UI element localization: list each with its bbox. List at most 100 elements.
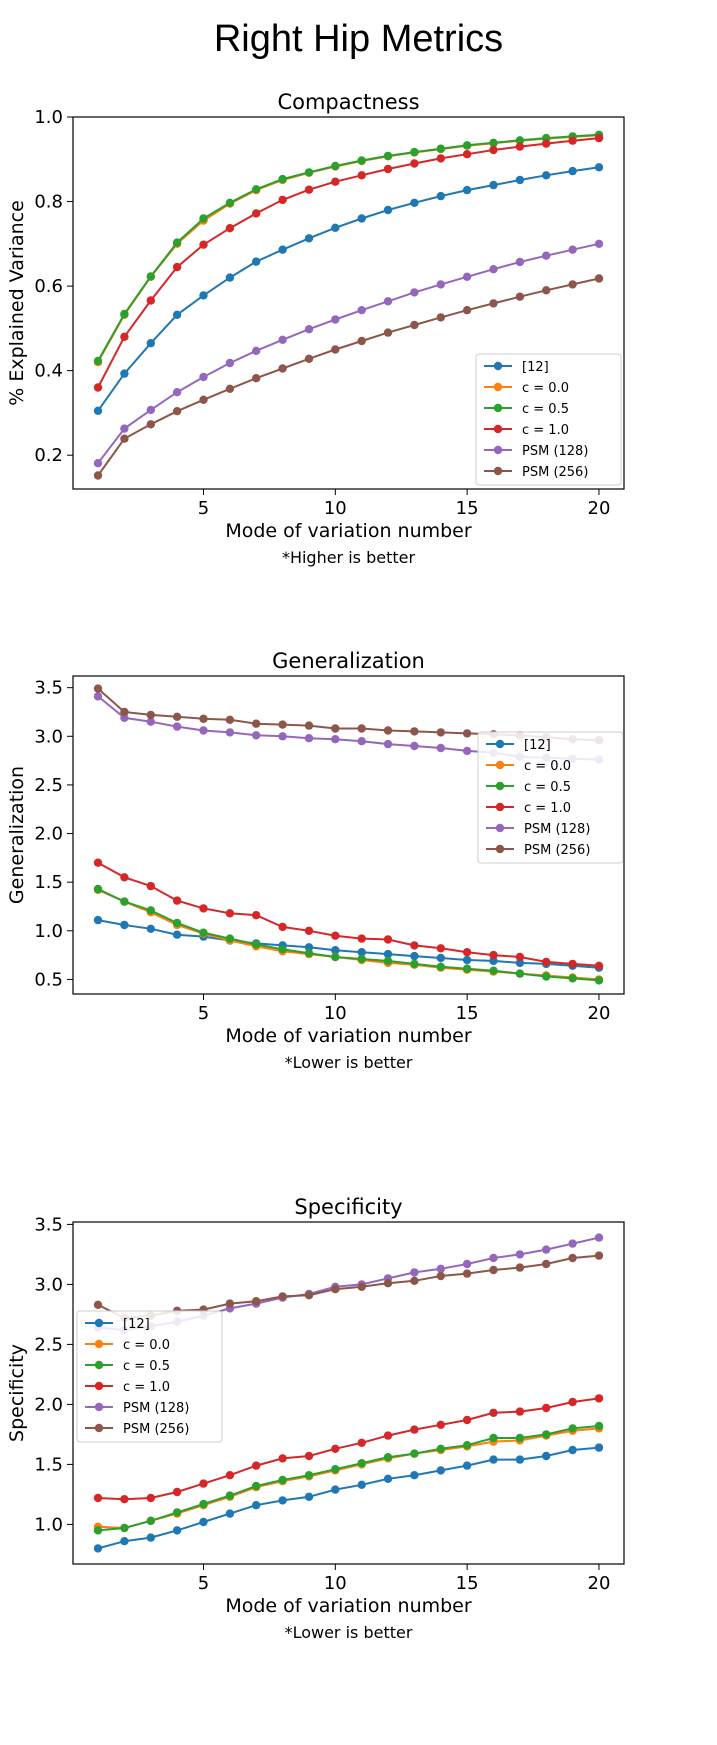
legend-marker [493,466,503,476]
data-point [93,383,103,392]
data-point [594,961,604,970]
data-point [489,966,498,975]
legend-marker [495,802,505,812]
data-point [462,955,472,965]
data-point [304,926,314,935]
data-point [120,707,129,717]
y-axis-label: % Explained Variance [6,200,28,406]
legend-item-psm-256: PSM (256) [85,1422,189,1437]
data-point [331,161,340,171]
data-point [568,974,577,983]
data-point [410,1276,419,1285]
data-point [462,964,472,973]
legend-item-psm-128: PSM (128) [85,1401,189,1416]
data-point [410,198,419,207]
plot-frame [72,675,625,995]
y-tick-label: 1.0 [34,1514,63,1535]
data-point [304,1451,314,1461]
data-point [410,1425,419,1434]
data-point [93,692,103,701]
series-12 [93,1443,604,1553]
legend-label: [12] [524,738,551,753]
legend-item-psm-256: PSM (256) [486,843,590,858]
data-point [93,356,103,366]
data-point [436,962,445,971]
data-point [120,309,129,319]
data-point [383,1474,393,1483]
series-line [97,137,600,388]
data-point [383,1431,393,1440]
y-tick-label: 0.6 [34,276,63,297]
data-point [542,1245,551,1254]
data-point [93,915,103,925]
data-point [594,163,604,172]
data-point [410,959,419,969]
data-point [515,136,525,145]
data-point [225,1491,235,1500]
series-line [97,1254,600,1320]
legend-label: PSM (128) [524,822,590,837]
data-point [331,952,340,962]
legend-item-c-0-5: c = 0.5 [484,402,569,417]
data-point [120,897,129,906]
chart-note: *Lower is better [285,1053,413,1072]
y-tick-label: 3.0 [34,726,63,747]
data-point [172,896,182,905]
data-point [357,724,366,733]
legend-item-12: [12] [486,738,551,753]
data-point [383,726,393,735]
x-tick-label: 5 [198,1003,209,1024]
data-point [93,884,103,894]
y-tick-label: 2.5 [34,775,63,796]
x-axis-label: Mode of variation number [225,520,472,542]
data-point [304,1492,314,1501]
data-point [252,719,261,728]
data-point [120,1523,129,1533]
data-point [594,1421,604,1431]
data-point [410,951,419,961]
data-point [225,384,235,393]
data-point [594,1443,604,1452]
data-point [436,944,445,953]
legend-marker [94,1318,104,1328]
legend-marker [493,445,503,455]
data-point [304,1291,314,1300]
y-axis-label: Specificity [6,1344,28,1442]
generalization-chart: Generalization 5 10 15 20 0.5 1.0 1.5 2.0 2.5 3.0 3… [6,649,625,1072]
chart-title: Generalization [272,649,425,673]
data-point [252,940,261,949]
data-point [489,1433,498,1443]
x-tick-label: 15 [456,1003,479,1024]
data-point [568,1397,577,1407]
series-c-0-0 [93,885,604,984]
chart-title: Compactness [277,90,419,114]
data-point [278,335,287,344]
legend-item-c-0-5: c = 0.5 [486,780,571,795]
data-point [120,1537,129,1546]
y-axis-label: Generalization [6,766,28,904]
data-point [172,1487,182,1497]
data-point [515,175,525,185]
y-tick-label: 1.0 [34,921,63,942]
legend-item-psm-128: PSM (128) [486,822,590,837]
data-point [436,953,445,963]
data-point [278,174,287,184]
legend-marker [495,844,505,854]
data-point [252,374,261,383]
data-point [515,1263,525,1272]
data-point [489,138,498,147]
x-tick-label: 10 [324,1003,347,1024]
data-point [383,935,393,944]
data-point [199,1499,208,1509]
data-point [357,954,366,964]
series-line [97,277,600,477]
data-point [462,272,472,281]
x-tick-label: 5 [198,1573,209,1594]
data-point [462,1259,472,1269]
legend-marker [495,760,505,770]
data-point [252,185,261,194]
data-point [331,735,340,744]
data-point [278,1475,287,1485]
data-point [357,737,366,746]
y-tick-label: 3.0 [34,1274,63,1295]
